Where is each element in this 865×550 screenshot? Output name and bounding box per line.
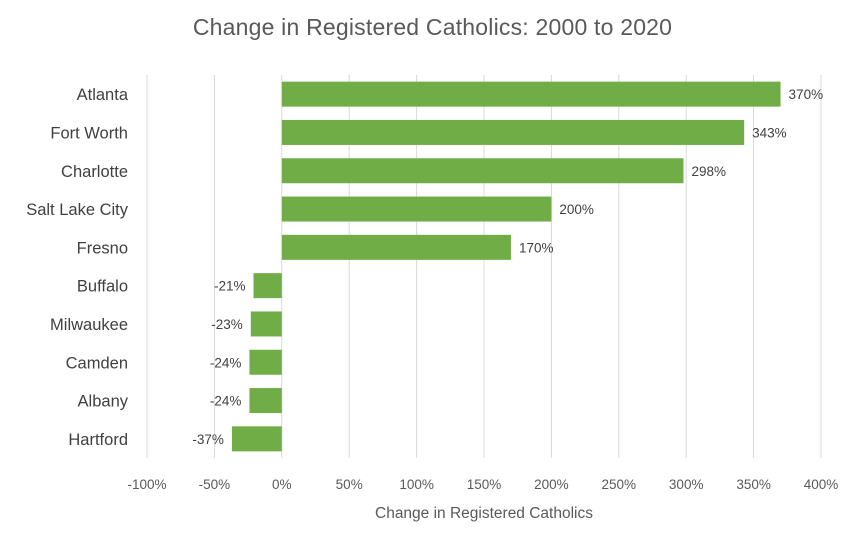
x-tick-label: 400%	[804, 477, 839, 492]
data-label: -21%	[214, 279, 246, 294]
data-label: 343%	[752, 125, 787, 140]
category-label: Fresno	[77, 239, 128, 257]
bar-camden	[249, 349, 282, 375]
bar-charlotte	[281, 158, 684, 184]
x-tick-label: -50%	[199, 477, 231, 492]
x-tick-label: 300%	[669, 477, 704, 492]
x-tick-label: 100%	[399, 477, 434, 492]
bar-salt-lake-city	[281, 196, 552, 222]
bar-hartford	[231, 426, 282, 452]
category-label: Albany	[78, 393, 129, 411]
category-label: Atlanta	[77, 86, 129, 104]
category-label: Camden	[66, 354, 128, 372]
bar-fort-worth	[281, 119, 745, 145]
bars	[231, 81, 781, 452]
data-label: -37%	[192, 432, 224, 447]
data-label: -23%	[211, 317, 243, 332]
bar-milwaukee	[250, 311, 282, 337]
data-label: 298%	[692, 164, 727, 179]
data-label: 200%	[559, 202, 594, 217]
bar-buffalo	[253, 273, 282, 299]
data-label: 370%	[789, 87, 824, 102]
data-label: 170%	[519, 240, 554, 255]
data-label: -24%	[210, 355, 242, 370]
chart-title: Change in Registered Catholics: 2000 to …	[192, 14, 673, 40]
category-label: Buffalo	[77, 278, 128, 296]
bar-albany	[249, 388, 282, 414]
category-label: Charlotte	[61, 163, 128, 181]
category-label: Milwaukee	[50, 316, 128, 334]
x-tick-label: 200%	[534, 477, 569, 492]
x-tick-label: 50%	[336, 477, 363, 492]
labels: -100% -50% 0% 50% 100% 150% 200% 250% 300% 350% 40…	[26, 86, 838, 492]
x-tick-label: 0%	[272, 477, 292, 492]
category-label: Hartford	[68, 431, 128, 449]
category-label: Salt Lake City	[26, 201, 129, 219]
bar-atlanta	[281, 81, 781, 107]
x-axis-title: Change in Registered Catholics	[375, 505, 593, 522]
data-label: -24%	[210, 394, 242, 409]
bar-fresno	[281, 234, 511, 260]
x-tick-label: 150%	[467, 477, 502, 492]
category-label: Fort Worth	[50, 124, 128, 142]
x-tick-label: 350%	[736, 477, 771, 492]
x-tick-label: -100%	[127, 477, 166, 492]
x-tick-label: 250%	[602, 477, 637, 492]
